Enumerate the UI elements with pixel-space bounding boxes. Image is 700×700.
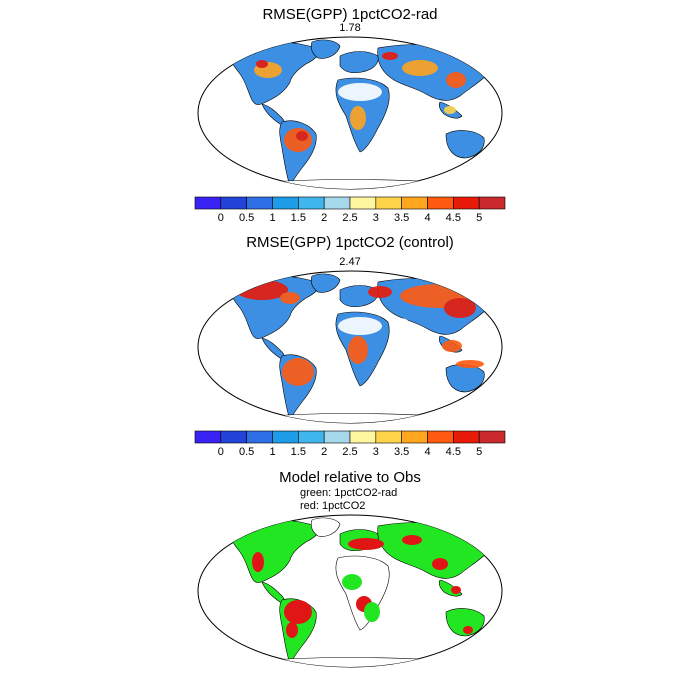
colorbar-swatch: [453, 430, 480, 444]
colorbar-tick-label: 0.5: [239, 212, 255, 224]
colorbar-swatch: [375, 430, 402, 444]
legend-green-line: green: 1pctCO2-rad: [300, 487, 398, 499]
colorbar-1: [194, 196, 506, 210]
colorbar-tick-label: 3: [372, 212, 379, 224]
colorbar-tick-label: 3.5: [394, 212, 410, 224]
colorbar-tick-label: 2: [321, 212, 328, 224]
colorbar-swatch: [427, 430, 454, 444]
colorbar-2: [194, 430, 506, 444]
colorbar-swatch: [272, 196, 299, 210]
colorbar-swatch: [427, 196, 454, 210]
panel3-title: Model relative to Obs: [279, 469, 421, 486]
colorbar-tick-label: 4: [424, 212, 431, 224]
colorbar-swatch: [298, 430, 325, 444]
map-panel2: [197, 270, 503, 424]
hotspots: [254, 52, 466, 152]
colorbar-swatch: [375, 196, 402, 210]
colorbar-tick-label: 1: [269, 446, 276, 458]
panel2-rmse-value: 2.47: [339, 256, 361, 268]
colorbar-swatch: [220, 196, 247, 210]
colorbar-tick-label: 1.5: [290, 446, 306, 458]
colorbar-swatch: [401, 196, 428, 210]
colorbar-swatch: [220, 430, 247, 444]
colorbar-tick-label: 1.5: [290, 212, 306, 224]
colorbar-swatch: [478, 430, 506, 444]
colorbar-tick-label: 3.5: [394, 446, 410, 458]
colorbar-tick-label: 5: [476, 212, 483, 224]
colorbar-swatch: [401, 430, 428, 444]
colorbar-swatch: [246, 196, 273, 210]
colorbar-swatch: [349, 430, 377, 444]
land-europe: [339, 51, 379, 74]
colorbar-tick-label: 4: [424, 446, 431, 458]
colorbar-swatch: [272, 430, 299, 444]
colorbar-swatch: [298, 196, 325, 210]
colorbar-swatch: [323, 196, 351, 210]
colorbar-tick-label: 0: [217, 446, 224, 458]
panel2-title: RMSE(GPP) 1pctCO2 (control): [246, 234, 454, 251]
land-antarctica: [239, 179, 471, 189]
colorbar-swatch: [453, 196, 480, 210]
colorbar-swatch: [194, 430, 222, 444]
legend-red-line: red: 1pctCO2: [300, 500, 366, 512]
colorbar-tick-label: 4.5: [445, 446, 461, 458]
map-panel1: [197, 36, 503, 190]
map-panel3: [197, 514, 503, 668]
colorbar-tick-label: 3: [372, 446, 379, 458]
colorbar-tick-label: 1: [269, 212, 276, 224]
colorbar-swatch: [194, 196, 222, 210]
colorbar-swatch: [246, 430, 273, 444]
panel1-title: RMSE(GPP) 1pctCO2-rad: [262, 6, 438, 23]
colorbar-tick-label: 5: [476, 446, 483, 458]
colorbar-tick-label: 4.5: [445, 212, 461, 224]
land-colored: [230, 39, 493, 189]
colorbar-swatch: [478, 196, 506, 210]
colorbar-swatch: [349, 196, 377, 210]
colorbar-tick-label: 2.5: [342, 212, 358, 224]
panel1-rmse-value: 1.78: [339, 22, 361, 34]
colorbar-tick-label: 2.5: [342, 446, 358, 458]
colorbar-tick-label: 0.5: [239, 446, 255, 458]
colorbar-swatch: [323, 430, 351, 444]
colorbar-tick-label: 0: [217, 212, 224, 224]
colorbar-tick-label: 2: [321, 446, 328, 458]
land-greenland: [310, 39, 341, 59]
land-australia: [445, 130, 485, 159]
